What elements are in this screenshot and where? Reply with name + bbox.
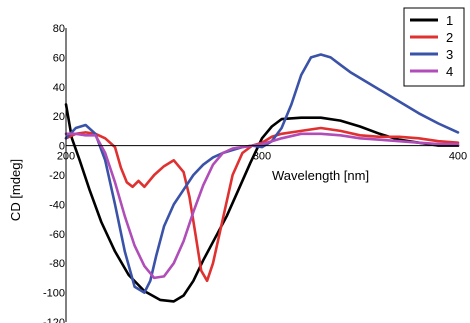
legend-label-4: 4 [446, 64, 453, 79]
x-tick-labels: 200 300 400 [57, 151, 467, 163]
y-axis-label: CD [mdeg] [8, 159, 23, 221]
y-tick-label: 20 [53, 111, 65, 123]
series-line-3 [64, 53, 460, 294]
x-tick-label: 400 [449, 151, 467, 163]
series-line-2 [64, 126, 460, 283]
y-tick-label: 80 [53, 23, 65, 35]
series-lines [64, 53, 460, 303]
y-tick-label: -80 [49, 258, 65, 270]
y-tick-labels: 80 60 40 20 0 -20 -40 -60 -80 -100 -120 [43, 23, 65, 323]
legend-label-3: 3 [446, 47, 453, 62]
series-line-4 [64, 132, 460, 280]
series-line-1 [64, 103, 460, 303]
y-tick-label: -40 [49, 199, 65, 211]
x-tick-label: 300 [253, 151, 271, 163]
y-tick-label: -120 [43, 317, 65, 323]
y-tick-label: 0 [59, 141, 65, 153]
legend-label-2: 2 [446, 30, 453, 45]
y-tick-label: 40 [53, 82, 65, 94]
y-tick-label: -20 [49, 170, 65, 182]
x-axis-label: Wavelength [nm] [272, 168, 369, 183]
legend-box [403, 7, 465, 87]
axes [65, 28, 458, 322]
legend-label-1: 1 [446, 13, 453, 28]
x-tick-label: 200 [57, 151, 75, 163]
y-tick-label: -60 [49, 229, 65, 241]
y-tick-label: -100 [43, 288, 65, 300]
legend: 1 2 3 4 [403, 7, 465, 87]
y-tick-label: 60 [53, 52, 65, 64]
